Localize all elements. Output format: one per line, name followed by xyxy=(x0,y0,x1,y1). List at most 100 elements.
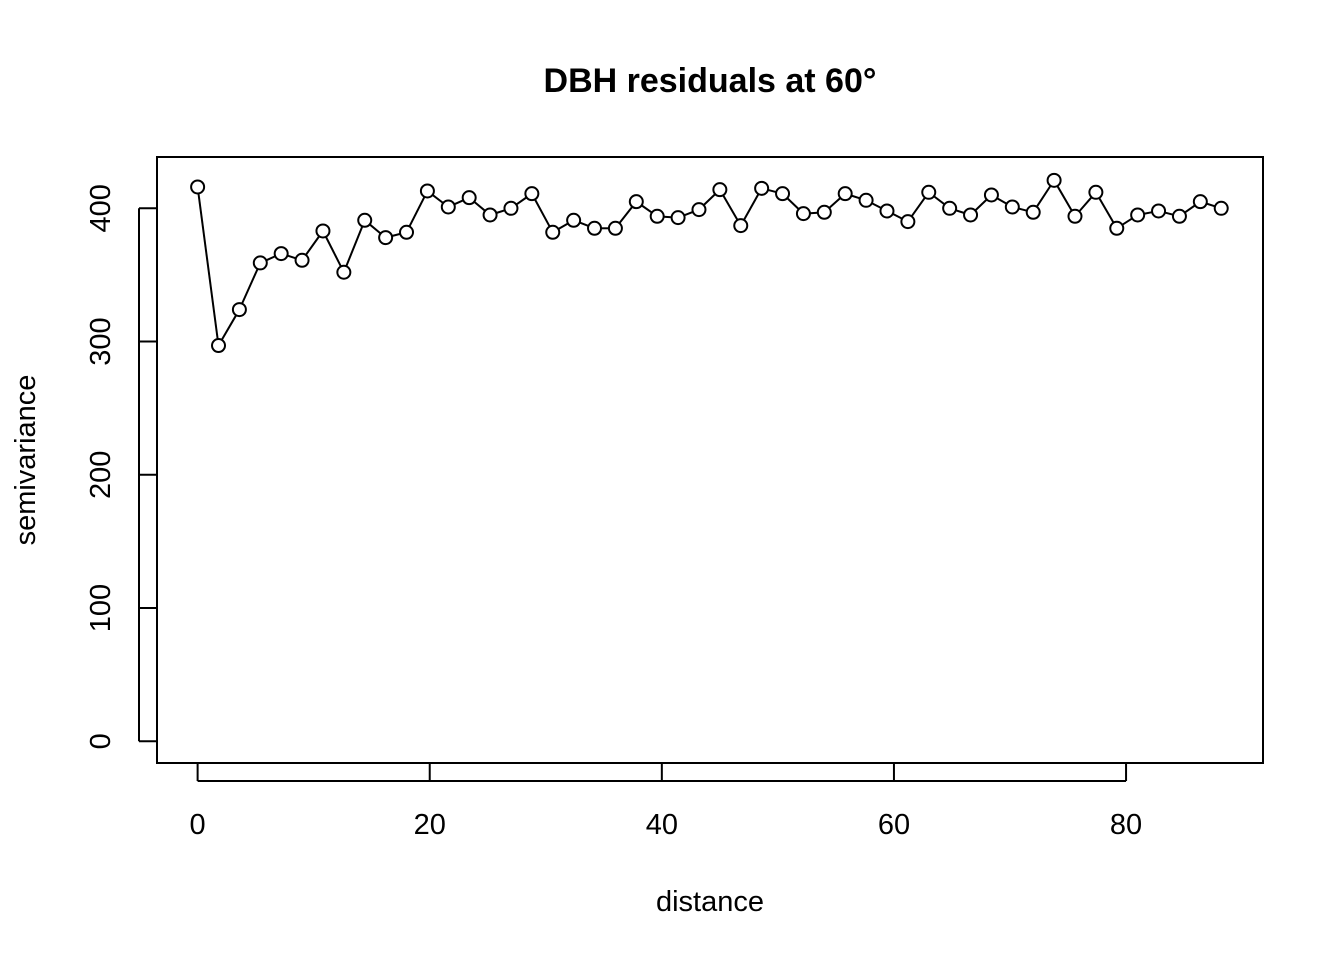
y-axis-label: semivariance xyxy=(10,375,42,546)
data-point xyxy=(566,212,582,228)
data-point xyxy=(607,220,623,236)
x-tick-label: 80 xyxy=(1110,809,1142,841)
data-point xyxy=(211,338,227,354)
y-tick-label: 300 xyxy=(85,317,117,365)
data-point xyxy=(921,184,937,200)
series-segment xyxy=(345,225,364,267)
data-point xyxy=(336,264,352,280)
series-segment xyxy=(1018,207,1028,212)
series-segment xyxy=(786,197,800,210)
data-point xyxy=(900,214,916,230)
data-point xyxy=(378,230,394,246)
series-segment xyxy=(220,314,237,341)
data-point xyxy=(1171,208,1187,224)
series-segment xyxy=(305,235,321,256)
x-axis-label: distance xyxy=(656,886,764,918)
data-point xyxy=(942,200,958,216)
series-segment xyxy=(743,193,760,221)
series-segment xyxy=(809,211,818,215)
data-point xyxy=(1067,208,1083,224)
data-point xyxy=(733,218,749,234)
series-segment xyxy=(1143,211,1153,215)
data-point xyxy=(754,180,770,196)
series-segment xyxy=(1035,185,1052,208)
data-point xyxy=(963,207,979,223)
data-point xyxy=(1192,194,1208,210)
series-segment xyxy=(1121,217,1133,226)
data-point xyxy=(440,199,456,215)
series-segment xyxy=(391,232,401,237)
data-point xyxy=(670,210,686,226)
y-tick-label: 200 xyxy=(85,451,117,499)
series-segment xyxy=(579,221,589,227)
data-point xyxy=(691,202,707,218)
series-segment xyxy=(955,209,965,214)
chart-title: DBH residuals at 60° xyxy=(544,62,877,100)
data-point xyxy=(587,220,603,236)
data-point xyxy=(231,302,247,318)
series-segment xyxy=(892,213,903,220)
series-segment xyxy=(1098,197,1115,224)
series-segment xyxy=(408,196,426,227)
data-point xyxy=(1109,220,1125,236)
data-point xyxy=(419,183,435,199)
data-point xyxy=(545,224,561,240)
data-point xyxy=(775,186,791,202)
series-segment xyxy=(663,215,672,219)
series-segment xyxy=(683,211,694,217)
data-point xyxy=(357,212,373,228)
series-segment xyxy=(241,268,259,305)
plot-area xyxy=(156,156,1264,764)
x-tick-label: 40 xyxy=(646,809,678,841)
series-segment xyxy=(618,206,634,224)
data-point xyxy=(837,186,853,202)
data-point xyxy=(1025,204,1041,220)
series-segment xyxy=(473,201,486,212)
series-segment xyxy=(431,194,444,204)
y-tick-label: 100 xyxy=(85,584,117,632)
data-point xyxy=(503,200,519,216)
data-point xyxy=(816,204,832,220)
data-point xyxy=(482,207,498,223)
series-segment xyxy=(1056,185,1073,212)
series-segment xyxy=(369,223,382,235)
series-segment xyxy=(722,194,739,221)
y-axis: 0 100 200 300 400 xyxy=(85,184,157,749)
data-point xyxy=(1213,200,1229,216)
data-point xyxy=(1004,199,1020,215)
data-point xyxy=(399,224,415,240)
data-series xyxy=(190,172,1229,354)
series-segment xyxy=(702,193,716,206)
data-point xyxy=(712,182,728,198)
series-segment xyxy=(871,202,882,209)
data-point xyxy=(315,223,331,239)
series-segment xyxy=(767,188,777,194)
data-point xyxy=(649,208,665,224)
data-point xyxy=(524,186,540,202)
x-tick-label: 0 xyxy=(190,809,206,841)
series-segment xyxy=(1078,196,1093,213)
y-tick-label: 400 xyxy=(85,184,117,232)
series-segment xyxy=(910,197,926,217)
data-point xyxy=(190,179,206,195)
data-point xyxy=(461,190,477,206)
data-point xyxy=(795,206,811,222)
series-segment xyxy=(534,198,551,228)
data-point xyxy=(273,246,289,262)
x-axis: 0 20 40 60 80 xyxy=(190,763,1142,841)
series-segment xyxy=(1184,204,1196,214)
series-segment xyxy=(495,209,506,214)
data-point xyxy=(252,255,268,271)
data-point xyxy=(879,203,895,219)
series-segment xyxy=(974,198,988,212)
data-point xyxy=(294,252,310,268)
series-segment xyxy=(324,236,342,267)
series-segment xyxy=(1206,202,1216,208)
series-segment xyxy=(933,195,946,206)
data-point xyxy=(1130,207,1146,223)
data-point xyxy=(1151,203,1167,219)
data-point xyxy=(983,187,999,203)
series-segment xyxy=(996,197,1008,205)
data-point xyxy=(1088,184,1104,200)
